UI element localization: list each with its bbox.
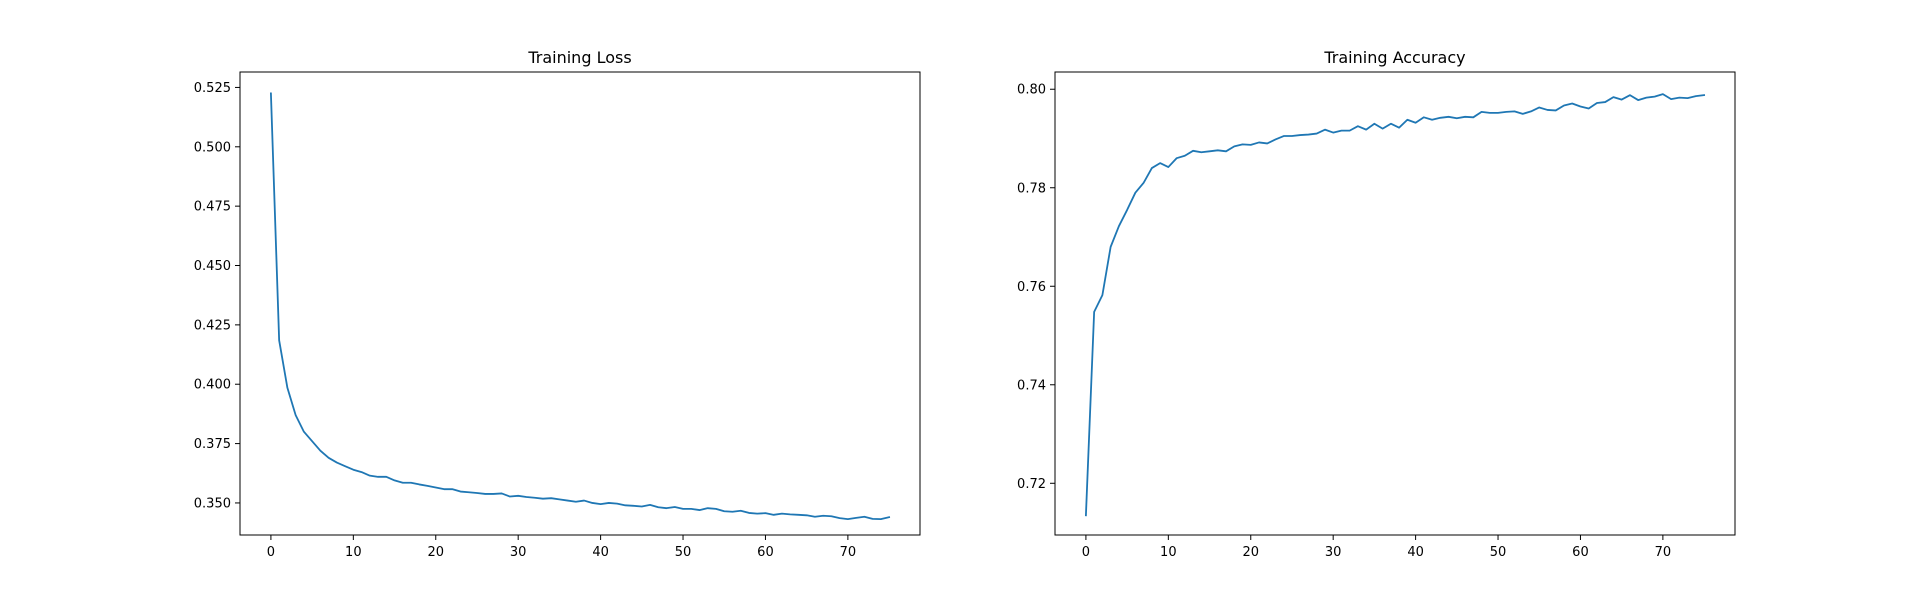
x-tick-label: 70 xyxy=(840,545,857,560)
x-tick-label: 60 xyxy=(757,545,774,560)
x-tick-label: 40 xyxy=(592,545,609,560)
chart-title: Training Loss xyxy=(527,48,631,67)
y-tick-label: 0.450 xyxy=(194,259,231,274)
y-tick-label: 0.72 xyxy=(1017,477,1046,492)
x-tick-label: 60 xyxy=(1572,545,1589,560)
training-accuracy-chart: Training Accuracy 0 10 20 30 40 50 60 70 0.72 0.74… xyxy=(1017,48,1736,560)
x-tick-label: 0 xyxy=(1082,545,1090,560)
y-tick-label: 0.78 xyxy=(1017,181,1046,196)
x-tick-label: 10 xyxy=(345,545,362,560)
y-tick-label: 0.74 xyxy=(1017,378,1046,393)
plot-area-frame xyxy=(239,71,921,536)
y-tick-label: 0.76 xyxy=(1017,280,1046,295)
x-tick-label: 0 xyxy=(267,545,275,560)
y-tick-label: 0.525 xyxy=(194,81,231,96)
series-line xyxy=(1084,93,1706,517)
y-tick-label: 0.400 xyxy=(194,378,231,393)
y-tick-label: 0.350 xyxy=(194,496,231,511)
x-tick-label: 30 xyxy=(510,545,527,560)
y-tick-label: 0.425 xyxy=(194,318,231,333)
x-tick-label: 50 xyxy=(675,545,692,560)
x-tick-label: 20 xyxy=(427,545,444,560)
x-tick-label: 70 xyxy=(1655,545,1672,560)
x-tick-label: 50 xyxy=(1490,545,1507,560)
x-tick-label: 40 xyxy=(1407,545,1424,560)
y-tick-label: 0.500 xyxy=(194,140,231,155)
training-loss-chart: Training Loss 0 10 20 30 40 50 60 70 0.350 0.375 0.… xyxy=(194,48,921,560)
x-tick-label: 10 xyxy=(1160,545,1177,560)
x-tick-label: 20 xyxy=(1242,545,1259,560)
y-tick-label: 0.80 xyxy=(1017,83,1046,98)
plot-area-frame xyxy=(1054,71,1736,536)
x-tick-label: 30 xyxy=(1325,545,1342,560)
chart-title: Training Accuracy xyxy=(1323,48,1465,67)
y-tick-label: 0.375 xyxy=(194,437,231,452)
series-line xyxy=(269,92,891,520)
y-tick-label: 0.475 xyxy=(194,200,231,215)
